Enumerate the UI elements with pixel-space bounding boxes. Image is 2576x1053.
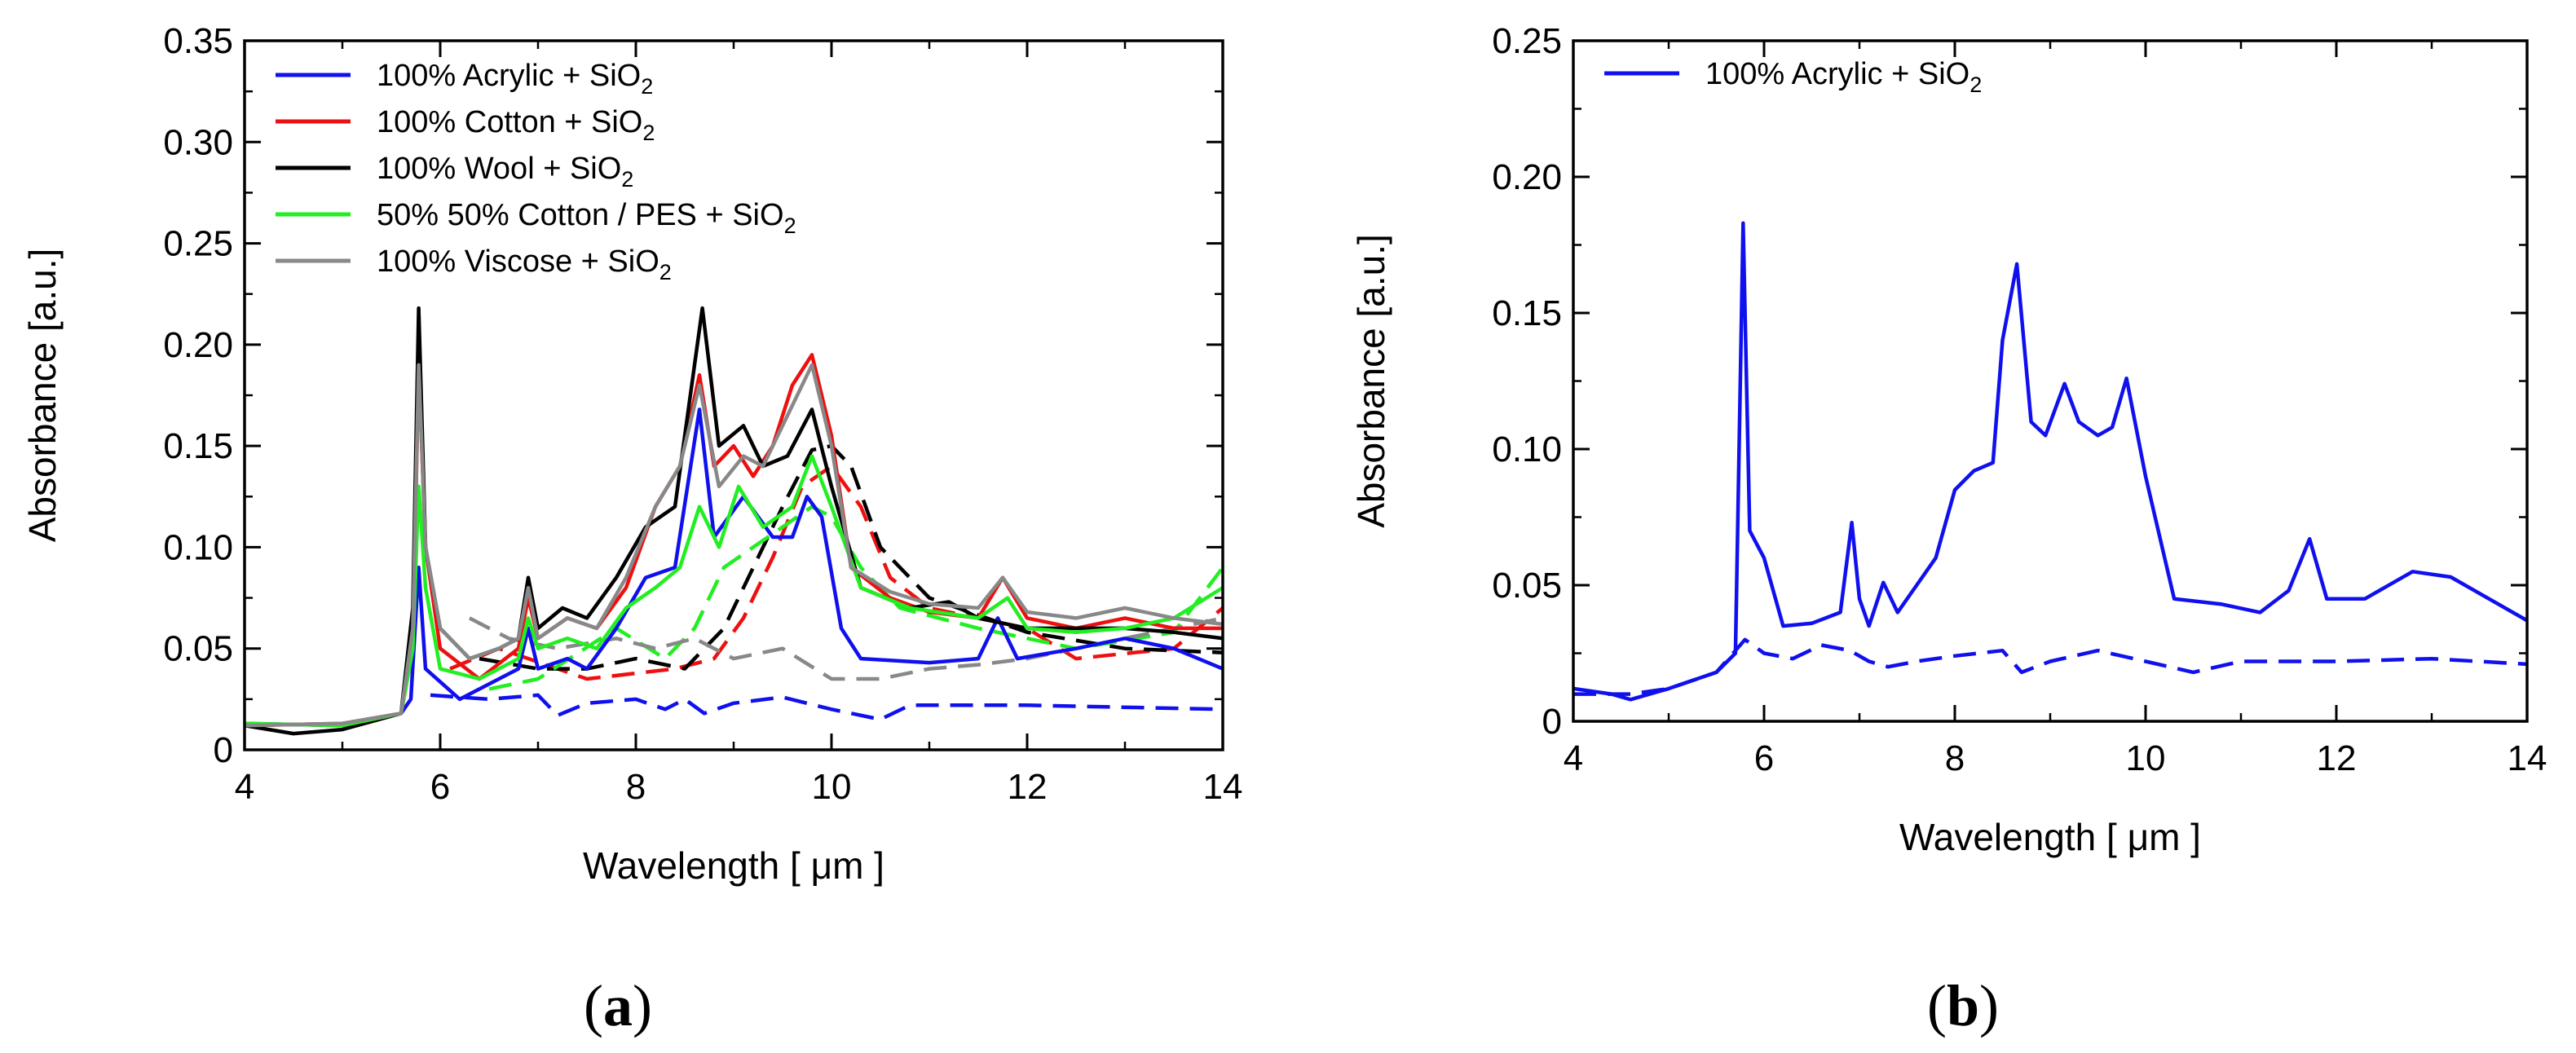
panel-label-b-letter: b — [1947, 973, 1979, 1038]
legend-label-subscript: 2 — [1969, 73, 1982, 97]
y-tick-label: 0 — [214, 730, 233, 770]
x-axis-title-a: Wavelength [ μm ] — [583, 844, 884, 887]
x-tick-label: 14 — [1203, 767, 1243, 807]
legend-label: 50% 50% Cotton / PES + SiO2 — [377, 198, 796, 238]
y-tick-label: 0.20 — [1492, 157, 1562, 197]
y-tick-label: 0.35 — [163, 21, 233, 61]
x-tick-label: 6 — [1754, 738, 1774, 778]
chart-panel-a: 4 6 8 10 12 14 0 0.05 0.10 0.15 0.20 0.25 0.30 0.35 1… — [21, 21, 1242, 887]
y-tick-label: 0.05 — [163, 629, 233, 669]
x-tick-label: 10 — [2126, 738, 2166, 778]
panel-label-b: (b) — [1927, 973, 1999, 1038]
legend-label: 100% Wool + SiO2 — [377, 152, 633, 192]
legend-label-text: 100% Cotton + SiO — [377, 105, 642, 139]
panel-label-b-open: ( — [1927, 973, 1947, 1038]
legend-label-subscript: 2 — [659, 260, 672, 284]
series-line-solid-0 — [1573, 221, 2527, 702]
x-tick-label: 4 — [235, 767, 254, 807]
series-line-dashed-0 — [430, 693, 1223, 721]
legend-b: 100% Acrylic + SiO2 — [1604, 57, 1982, 97]
series-line-dashed-1 — [449, 464, 1223, 681]
plot-content-b — [1573, 221, 2527, 702]
y-tick-label: 0.10 — [1492, 430, 1562, 469]
x-tick-label: 8 — [626, 767, 646, 807]
legend-label: 100% Viscose + SiO2 — [377, 245, 672, 284]
y-axis-title-b: Absorbance [a.u.] — [1350, 234, 1392, 528]
legend-label-subscript: 2 — [621, 167, 633, 192]
x-tick-label: 12 — [2317, 738, 2357, 778]
y-tick-label: 0.25 — [1492, 21, 1562, 61]
series-line-solid-3 — [245, 454, 1223, 728]
y-tick-label: 0.15 — [163, 426, 233, 466]
legend-label-text: 50% 50% Cotton / PES + SiO — [377, 198, 784, 232]
x-axis-title-b: Wavelength [ μm ] — [1899, 816, 2201, 858]
series-group — [245, 306, 1223, 736]
axis-ticks-a: 4 6 8 10 12 14 0 0.05 0.10 0.15 0.20 0.25 0.30 0.35 — [163, 21, 1242, 807]
panel-label-b-close: ) — [1979, 973, 1999, 1038]
series-line-solid-4 — [245, 363, 1223, 728]
panel-label-a: (a) — [584, 973, 652, 1038]
plot-content-a — [245, 306, 1223, 736]
legend-label-subscript: 2 — [784, 214, 796, 238]
y-tick-label: 0.25 — [163, 224, 233, 264]
y-tick-label: 0.20 — [163, 325, 233, 365]
x-tick-label: 8 — [1945, 738, 1965, 778]
panel-label-a-letter: a — [603, 973, 633, 1038]
legend-label-text: 100% Wool + SiO — [377, 152, 621, 186]
panel-label-a-open: ( — [584, 973, 603, 1038]
y-tick-label: 0 — [1542, 702, 1562, 742]
x-tick-label: 6 — [430, 767, 450, 807]
legend-label: 100% Acrylic + SiO2 — [377, 59, 653, 99]
y-tick-label: 0.05 — [1492, 566, 1562, 606]
legend-label-text: 100% Viscose + SiO — [377, 245, 659, 279]
x-tick-label: 14 — [2508, 738, 2547, 778]
y-tick-label: 0.10 — [163, 527, 233, 567]
panel-label-a-close: ) — [633, 973, 652, 1038]
axis-ticks-b: 4 6 8 10 12 14 0 0.05 0.10 0.15 0.20 0.25 — [1492, 21, 2547, 778]
series-line-dashed-4 — [468, 616, 1223, 681]
x-tick-label: 12 — [1008, 767, 1048, 807]
series-group — [1573, 221, 2527, 702]
x-tick-label: 4 — [1564, 738, 1583, 778]
y-tick-label: 0.30 — [163, 122, 233, 162]
legend-label-subscript: 2 — [642, 121, 655, 145]
legend-label-text: 100% Acrylic + SiO — [1705, 57, 1969, 91]
y-tick-label: 0.15 — [1492, 293, 1562, 333]
legend-label: 100% Cotton + SiO2 — [377, 105, 655, 145]
chart-panel-b: 4 6 8 10 12 14 0 0.05 0.10 0.15 0.20 0.25 100% Acry… — [1350, 21, 2547, 858]
series-line-solid-0 — [245, 408, 1223, 728]
legend-label-subscript: 2 — [641, 74, 653, 99]
x-tick-label: 10 — [812, 767, 852, 807]
y-axis-title-a: Absorbance [a.u.] — [21, 249, 64, 543]
legend-label: 100% Acrylic + SiO2 — [1705, 57, 1982, 97]
legend-label-text: 100% Acrylic + SiO — [377, 59, 641, 93]
